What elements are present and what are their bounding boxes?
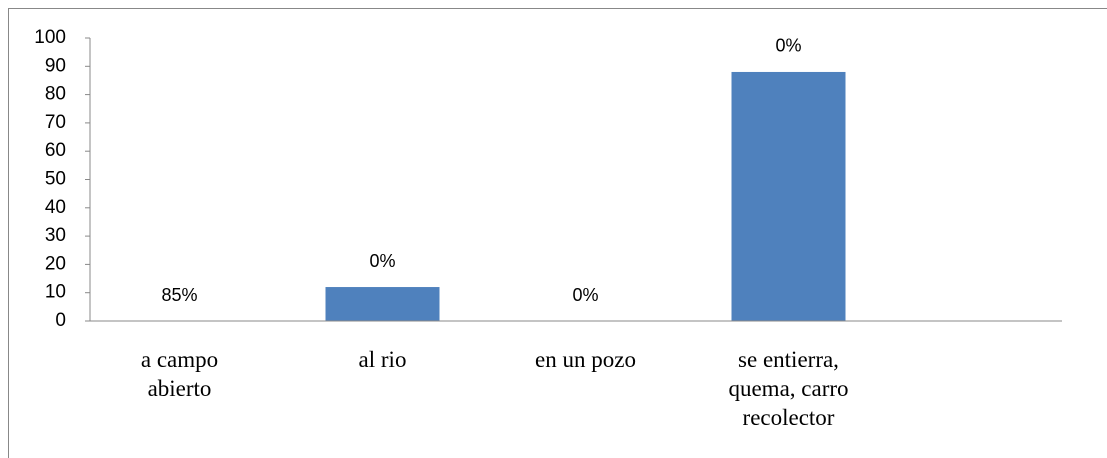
- data-label: 85%: [161, 285, 197, 305]
- x-tick-label: en un pozo: [535, 347, 636, 372]
- bar: [325, 287, 440, 321]
- y-tick-label: 50: [45, 169, 66, 190]
- y-tick-label: 10: [45, 282, 66, 303]
- bar: [731, 71, 846, 322]
- y-tick-label: 80: [45, 84, 66, 105]
- y-tick-label: 20: [45, 253, 66, 274]
- y-tick-label: 90: [45, 55, 66, 76]
- y-tick-label: 60: [45, 140, 66, 161]
- data-label: 0%: [775, 36, 801, 56]
- y-tick-label: 70: [45, 112, 66, 133]
- data-label: 0%: [369, 251, 395, 271]
- x-tick-label: a campo abierto: [140, 347, 219, 401]
- y-tick-label: 0: [55, 310, 66, 331]
- x-tick-label: al rio: [358, 347, 407, 372]
- chart-border: [8, 8, 1107, 458]
- x-tick-label: se entierra, quema, carro recolector: [728, 347, 849, 430]
- data-label: 0%: [572, 285, 598, 305]
- y-tick-label: 100: [34, 27, 66, 48]
- y-tick-label: 40: [45, 197, 66, 218]
- y-tick-label: 30: [45, 225, 66, 246]
